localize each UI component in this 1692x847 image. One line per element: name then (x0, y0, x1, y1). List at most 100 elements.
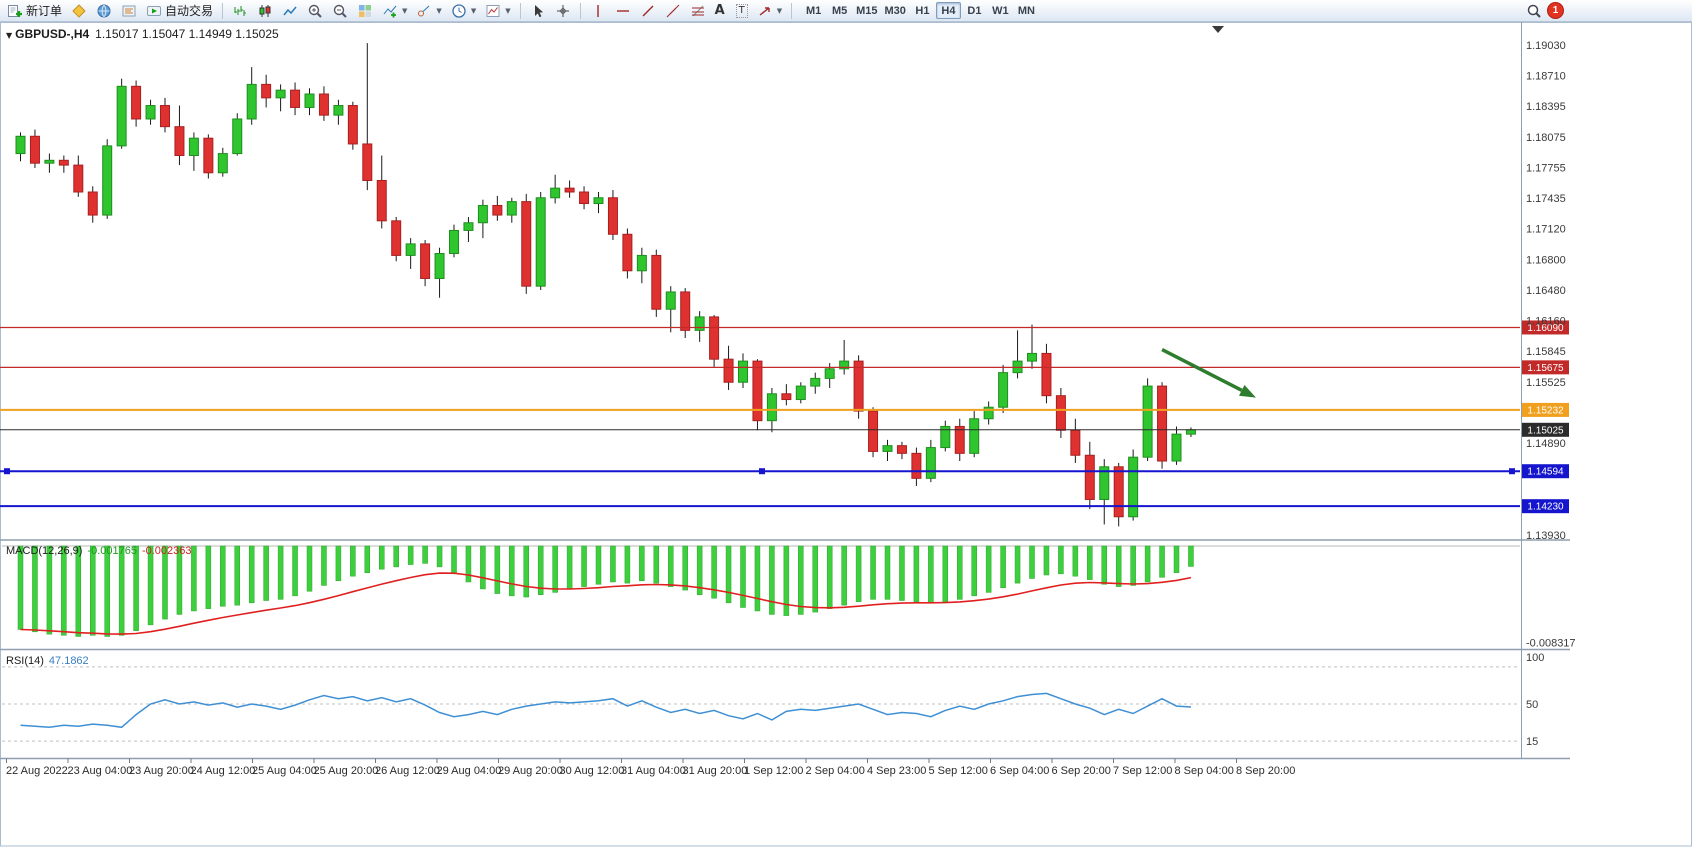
horizontal-line-button[interactable] (611, 1, 635, 21)
macd-bar (422, 545, 428, 564)
vertical-line-button[interactable] (586, 1, 610, 21)
candle-body (694, 316, 705, 331)
globe-icon (97, 4, 111, 17)
time-axis-label: 6 Sep 20:00 (1051, 765, 1111, 777)
timeframe-button-h4[interactable]: H4 (935, 2, 961, 19)
time-axis-label: 30 Aug 12:00 (559, 765, 625, 777)
candle-body (550, 187, 561, 199)
timeframe-button-d1[interactable]: D1 (962, 2, 987, 19)
timeframe-button-mn[interactable]: MN (1014, 2, 1039, 19)
timeframe-button-h1[interactable]: H1 (910, 2, 935, 19)
time-axis-label: 8 Sep 04:00 (1174, 765, 1234, 777)
candle-body (723, 358, 734, 383)
chevron-down-icon: ▼ (470, 6, 477, 15)
rsi-axis-label: 100 (1526, 652, 1544, 664)
vertical-line-icon (596, 4, 599, 17)
time-axis-label: 25 Aug 20:00 (313, 765, 379, 777)
objects-button[interactable]: ▼ (412, 1, 445, 21)
time-axis[interactable]: 22 Aug 2022 23 Aug 04:00 23 Aug 20:00 24 Au… (0, 762, 1570, 780)
line-selection-handle[interactable] (4, 468, 10, 475)
bar-chart-button[interactable] (228, 1, 252, 21)
panel-separators[interactable] (0, 22, 1570, 760)
macd-bar (17, 545, 24, 630)
candle-body (766, 393, 777, 422)
price-tag (1522, 464, 1569, 479)
trend-arrow-annotation[interactable] (1161, 348, 1256, 398)
templates-button[interactable]: ▼ (481, 1, 514, 21)
price-tag (1522, 320, 1569, 335)
macd-bar (552, 545, 558, 593)
line-selection-handle[interactable] (759, 468, 765, 475)
depth-of-market-button[interactable] (117, 1, 141, 21)
rsi-axis[interactable]: 100 50 15 (1526, 652, 1544, 748)
macd-bar (1058, 545, 1064, 575)
line-selection-handle[interactable] (1509, 468, 1515, 475)
candle-body (607, 197, 618, 235)
price-axis[interactable]: 1.19030 1.18710 1.18395 1.18075 1.17755 1.174… (1526, 40, 1566, 542)
line-chart-button[interactable] (278, 1, 302, 21)
new-order-button[interactable]: 新订单 (3, 1, 66, 21)
candle-body (1041, 352, 1052, 397)
price-axis-label: 1.15845 (1526, 346, 1566, 358)
macd-signal-line (20, 572, 1192, 635)
candle-body (405, 243, 416, 256)
text-label-icon: T (735, 3, 748, 18)
trendline-icon (642, 5, 654, 16)
metaeditor-button[interactable] (67, 1, 91, 21)
candle-body (449, 229, 459, 254)
macd-bar (1144, 545, 1151, 583)
autotrading-button[interactable]: 自动交易 (142, 1, 217, 21)
candle-body (752, 360, 763, 422)
candle-body (362, 143, 373, 181)
candle-body (44, 159, 55, 164)
time-axis-label: 26 Aug 12:00 (375, 765, 440, 777)
search-button[interactable] (1522, 1, 1546, 21)
chart-shift-marker[interactable] (1212, 26, 1224, 33)
text-button[interactable]: A (711, 1, 731, 21)
text-label-button[interactable]: T (732, 1, 752, 21)
toolbar: 新订单 自动交易 ▼ ▼ ▼ ▼ (0, 0, 1692, 22)
price-tag (1522, 360, 1569, 375)
candlestick-chart-button[interactable] (253, 1, 277, 21)
timeframe-button-m30[interactable]: M30 (882, 2, 909, 19)
one-click-trading-icon[interactable]: ▼ (6, 31, 13, 40)
candle-body (1084, 454, 1095, 500)
timeframe-button-m1[interactable]: M1 (801, 2, 826, 19)
time-axis-label: 31 Aug 04:00 (621, 765, 686, 777)
timeframe-button-m15[interactable]: M15 (853, 2, 880, 19)
timeframe-button-m5[interactable]: M5 (827, 2, 852, 19)
tile-windows-button[interactable] (353, 1, 377, 21)
equidistant-channel-button[interactable] (661, 1, 685, 21)
candle-body (882, 445, 893, 452)
zoom-out-button[interactable] (328, 1, 352, 21)
macd-bar (870, 545, 876, 600)
price-axis-label: 1.18075 (1526, 132, 1566, 144)
timeframe-button-w1[interactable]: W1 (988, 2, 1013, 19)
zoom-in-button[interactable] (303, 1, 327, 21)
macd-bar (1188, 545, 1194, 567)
candle-body (1142, 385, 1153, 458)
macd-bar (696, 545, 703, 595)
candle-body (593, 197, 604, 205)
macd-bar (306, 545, 313, 592)
data-window-button[interactable] (92, 1, 116, 21)
candle-body (246, 83, 257, 120)
price-tag (1522, 499, 1569, 514)
periods-button[interactable]: ▼ (447, 1, 480, 21)
crosshair-icon (556, 4, 569, 17)
tile-windows-icon (359, 4, 372, 17)
candle-body (810, 377, 821, 387)
arrow-objects-button[interactable]: ▼ (753, 1, 786, 21)
macd-bar (191, 545, 197, 612)
fibonacci-button[interactable] (686, 1, 710, 21)
candle-body (983, 406, 994, 420)
candle-body (102, 145, 113, 216)
candle-body (217, 153, 228, 174)
crosshair-button[interactable] (551, 1, 575, 21)
cursor-button[interactable] (526, 1, 550, 21)
trendline-button[interactable] (636, 1, 660, 21)
notification-badge[interactable]: 1 (1547, 2, 1564, 19)
indicators-button[interactable]: ▼ (378, 1, 411, 21)
macd-bar (783, 545, 790, 616)
